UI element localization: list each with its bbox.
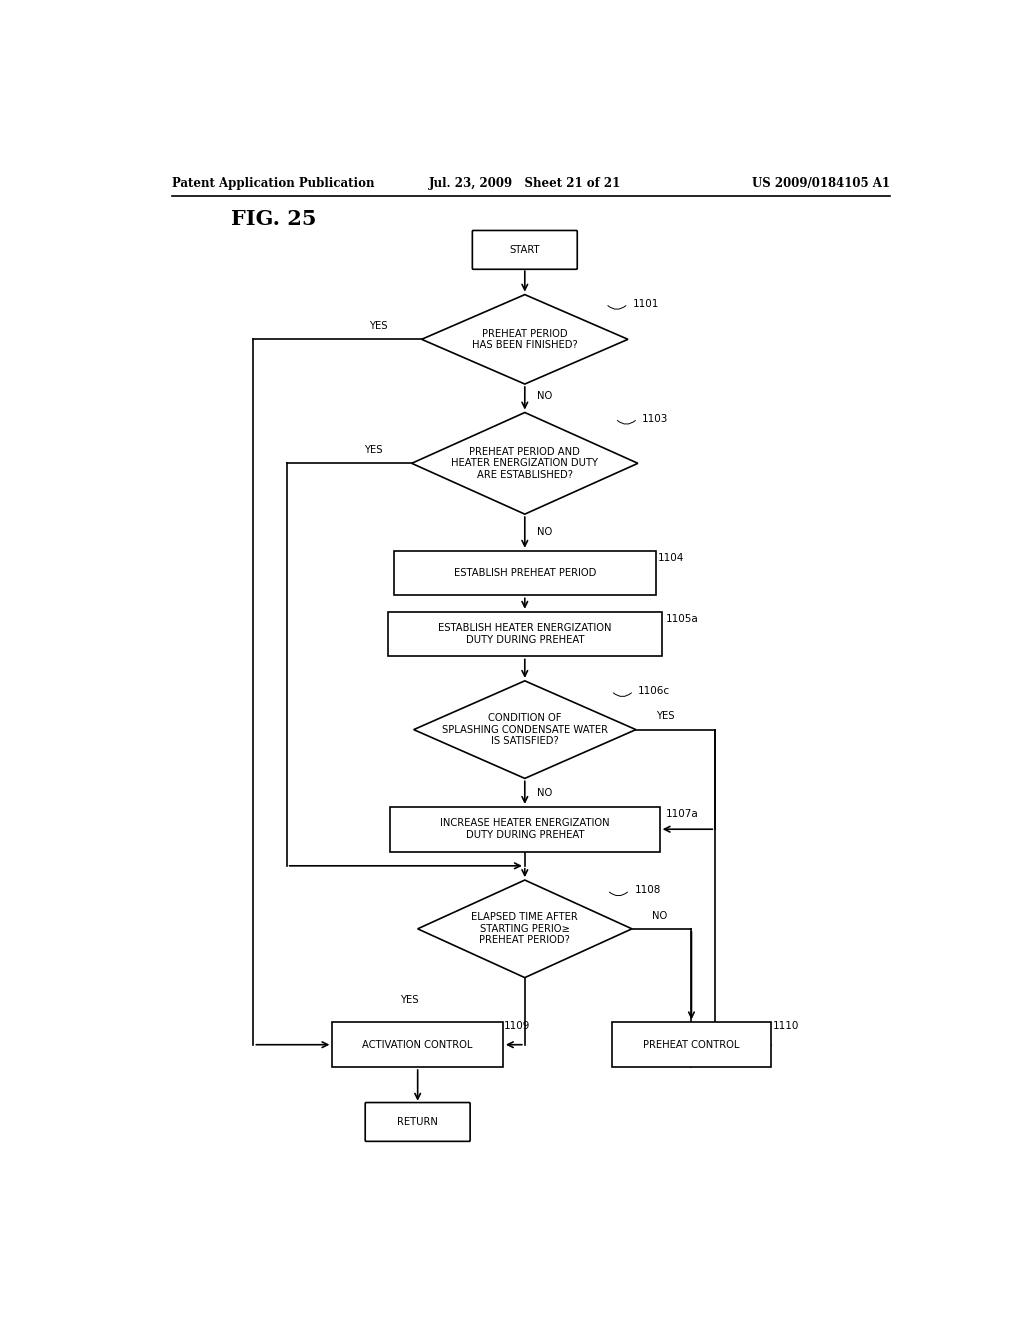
Bar xyxy=(394,550,655,595)
Bar xyxy=(390,807,659,851)
Text: 1110: 1110 xyxy=(773,1022,800,1031)
Text: YES: YES xyxy=(369,321,387,331)
Text: NO: NO xyxy=(537,528,552,537)
Text: US 2009/0184105 A1: US 2009/0184105 A1 xyxy=(752,177,890,190)
Polygon shape xyxy=(412,412,638,515)
Text: 1108: 1108 xyxy=(634,886,660,895)
Text: YES: YES xyxy=(655,711,674,722)
Text: RETURN: RETURN xyxy=(397,1117,438,1127)
Polygon shape xyxy=(418,880,632,978)
Text: 1107a: 1107a xyxy=(666,809,698,818)
Text: PREHEAT PERIOD
HAS BEEN FINISHED?: PREHEAT PERIOD HAS BEEN FINISHED? xyxy=(472,329,578,350)
Text: NO: NO xyxy=(652,911,667,920)
Text: 1105a: 1105a xyxy=(666,614,698,624)
Text: NO: NO xyxy=(537,391,552,401)
Bar xyxy=(612,1022,771,1067)
Text: 1106c: 1106c xyxy=(638,686,671,696)
Text: ELAPSED TIME AFTER
STARTING PERIO≥
PREHEAT PERIOD?: ELAPSED TIME AFTER STARTING PERIO≥ PREHE… xyxy=(471,912,579,945)
Bar xyxy=(388,611,662,656)
Text: ACTIVATION CONTROL: ACTIVATION CONTROL xyxy=(362,1040,473,1049)
Text: YES: YES xyxy=(365,445,383,455)
Bar xyxy=(333,1022,503,1067)
Text: PREHEAT PERIOD AND
HEATER ENERGIZATION DUTY
ARE ESTABLISHED?: PREHEAT PERIOD AND HEATER ENERGIZATION D… xyxy=(452,446,598,480)
Text: Patent Application Publication: Patent Application Publication xyxy=(172,177,374,190)
Text: YES: YES xyxy=(400,995,419,1005)
Text: 1104: 1104 xyxy=(658,553,684,562)
Polygon shape xyxy=(414,681,636,779)
Text: FIG. 25: FIG. 25 xyxy=(231,210,316,230)
Text: Jul. 23, 2009   Sheet 21 of 21: Jul. 23, 2009 Sheet 21 of 21 xyxy=(429,177,621,190)
Text: 1109: 1109 xyxy=(504,1022,529,1031)
Text: 1103: 1103 xyxy=(642,413,669,424)
Text: PREHEAT CONTROL: PREHEAT CONTROL xyxy=(643,1040,739,1049)
Text: ESTABLISH PREHEAT PERIOD: ESTABLISH PREHEAT PERIOD xyxy=(454,568,596,578)
Text: INCREASE HEATER ENERGIZATION
DUTY DURING PREHEAT: INCREASE HEATER ENERGIZATION DUTY DURING… xyxy=(440,818,609,840)
Text: START: START xyxy=(510,246,540,255)
Text: ESTABLISH HEATER ENERGIZATION
DUTY DURING PREHEAT: ESTABLISH HEATER ENERGIZATION DUTY DURIN… xyxy=(438,623,611,645)
FancyBboxPatch shape xyxy=(366,1102,470,1142)
Polygon shape xyxy=(422,294,628,384)
Text: NO: NO xyxy=(537,788,552,797)
Text: 1101: 1101 xyxy=(633,298,659,309)
Text: CONDITION OF
SPLASHING CONDENSATE WATER
IS SATISFIED?: CONDITION OF SPLASHING CONDENSATE WATER … xyxy=(441,713,608,746)
FancyBboxPatch shape xyxy=(472,231,578,269)
